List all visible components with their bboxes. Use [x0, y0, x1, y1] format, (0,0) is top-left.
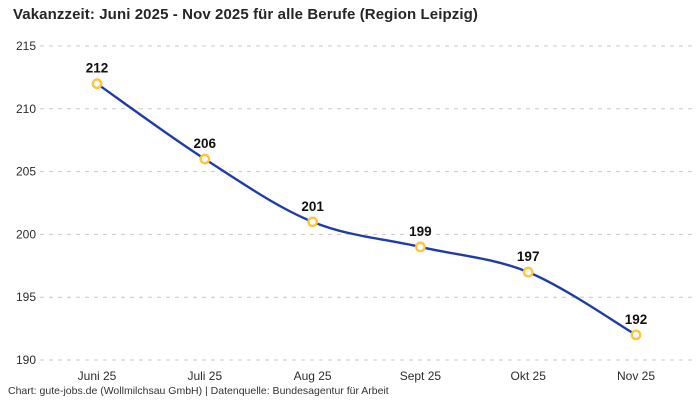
x-tick-label: Nov 25	[617, 369, 655, 383]
y-tick-label: 200	[16, 227, 36, 241]
x-tick-label: Okt 25	[511, 369, 547, 383]
data-point-label: 192	[625, 312, 648, 327]
data-point-marker	[91, 78, 103, 90]
chart-title: Vakanzzeit: Juni 2025 - Nov 2025 für all…	[13, 6, 478, 23]
data-point-label: 201	[301, 199, 324, 214]
data-point-marker	[630, 329, 642, 341]
data-point-label: 206	[194, 136, 217, 151]
chart-footnote: Chart: gute-jobs.de (Wollmilchsau GmbH) …	[8, 385, 389, 397]
y-tick-label: 210	[16, 102, 36, 116]
data-point-label: 199	[409, 224, 432, 239]
x-tick-label: Juli 25	[187, 369, 222, 383]
data-point-label: 212	[86, 61, 109, 76]
data-point-marker	[414, 241, 426, 253]
x-tick-label: Juni 25	[78, 369, 117, 383]
data-point-marker	[522, 266, 534, 278]
y-tick-label: 205	[16, 165, 36, 179]
data-point-marker	[199, 153, 211, 165]
x-tick-label: Sept 25	[400, 369, 442, 383]
series-line	[95, 82, 638, 337]
y-tick-label: 190	[16, 353, 36, 367]
y-tick-label: 195	[16, 290, 36, 304]
data-point-label: 197	[517, 249, 540, 264]
data-point-marker	[307, 216, 318, 228]
x-tick-label: Aug 25	[294, 369, 332, 383]
y-tick-label: 215	[16, 39, 36, 53]
